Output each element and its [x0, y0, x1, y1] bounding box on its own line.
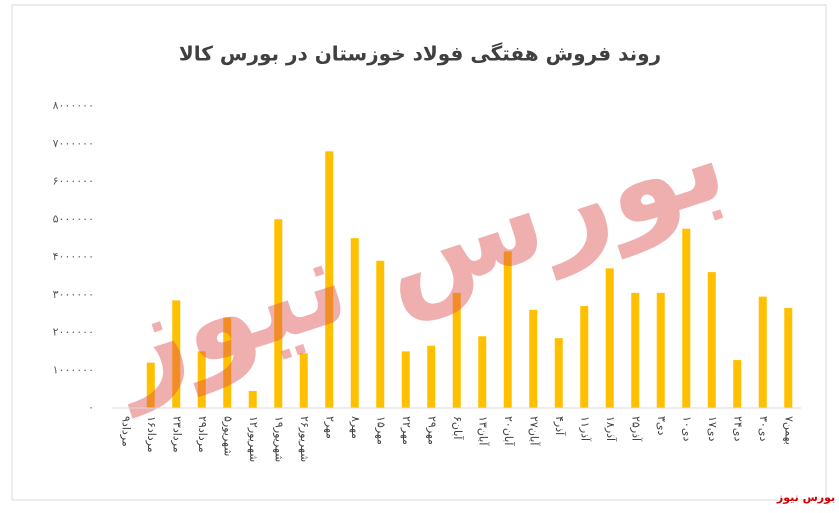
x-tick-label: ۸مهر [349, 416, 362, 439]
x-tick-label: ۲۵آذر [629, 416, 643, 442]
bar [248, 391, 257, 408]
bar [605, 268, 614, 408]
bar [350, 238, 359, 408]
x-tick-label: ۲۷آبان [527, 416, 541, 446]
x-tick-label: ۲۲مهر [400, 416, 413, 445]
bar [274, 219, 283, 408]
x-tick-label: ۹مرداد [119, 416, 132, 447]
y-tick-label: ۷۰۰۰۰۰۰ [53, 137, 94, 150]
x-tick-label: ۲۰آبان [502, 416, 516, 446]
bar [554, 338, 563, 408]
bar [172, 300, 181, 408]
bar [325, 151, 334, 409]
y-tick-label: ۱۰۰۰۰۰۰ [53, 363, 94, 376]
x-tick-label: ۳دی [655, 416, 668, 436]
x-tick-label: ۵شهریور [221, 416, 234, 456]
chart-title: روند فروش هفتگی فولاد خوزستان در بورس کا… [179, 42, 661, 66]
x-tick-label: ۱۳آبان [476, 416, 490, 446]
x-tick-label: ۱۸آذر [604, 416, 618, 442]
bar [758, 296, 767, 408]
x-tick-label: ۲مهر [323, 416, 336, 439]
bar [478, 336, 487, 408]
bar [376, 260, 385, 408]
bar [146, 362, 155, 408]
bar [197, 351, 206, 408]
x-tick-label: ۲۳مرداد [170, 416, 183, 453]
x-tick-label: ۲۹مهر [425, 416, 438, 445]
bar [784, 307, 793, 408]
bar [299, 353, 308, 408]
x-tick-label: ۱۶مرداد [145, 416, 158, 453]
bar [707, 272, 716, 408]
x-tick-label: ۲۴دی [731, 416, 744, 441]
bar [580, 306, 589, 408]
x-tick-label: ۱۲شهریور [247, 416, 260, 462]
x-tick-label: ۱۱آذر [578, 416, 592, 442]
bar [656, 292, 665, 408]
bar [733, 360, 742, 408]
y-tick-label: ۲۰۰۰۰۰۰ [53, 326, 94, 339]
y-tick-label: ۳۰۰۰۰۰۰ [53, 288, 94, 301]
chart-frame [11, 4, 827, 501]
y-tick-label: ۵۰۰۰۰۰۰ [53, 212, 94, 225]
bar [529, 309, 538, 408]
y-tick-label: ۰ [88, 401, 94, 414]
bar [427, 345, 436, 408]
x-tick-label: ۱۹شهریور [272, 416, 285, 462]
bar [682, 228, 691, 408]
x-tick-label: ۴آذر [553, 416, 567, 436]
x-tick-label: ۳۰دی [757, 416, 770, 441]
bar [631, 292, 640, 408]
x-tick-label: ۲۶شهریور [298, 416, 311, 462]
x-tick-label: ۶آبان [451, 416, 465, 440]
y-tick-label: ۴۰۰۰۰۰۰ [53, 250, 94, 263]
y-tick-label: ۶۰۰۰۰۰۰ [53, 175, 94, 188]
bar [503, 251, 512, 408]
x-tick-label: ۱۰دی [680, 416, 693, 441]
x-tick-label: ۱۵مهر [374, 416, 387, 445]
y-tick-label: ۸۰۰۰۰۰۰ [53, 99, 94, 112]
x-tick-label: ۲۹مرداد [196, 416, 209, 453]
bar [401, 351, 410, 408]
x-tick-label: ۷بهمن [782, 416, 795, 445]
bar [452, 292, 461, 408]
bar [223, 317, 232, 408]
x-tick-label: ۱۷دی [706, 416, 719, 441]
source: بورس نیوز [776, 491, 835, 504]
